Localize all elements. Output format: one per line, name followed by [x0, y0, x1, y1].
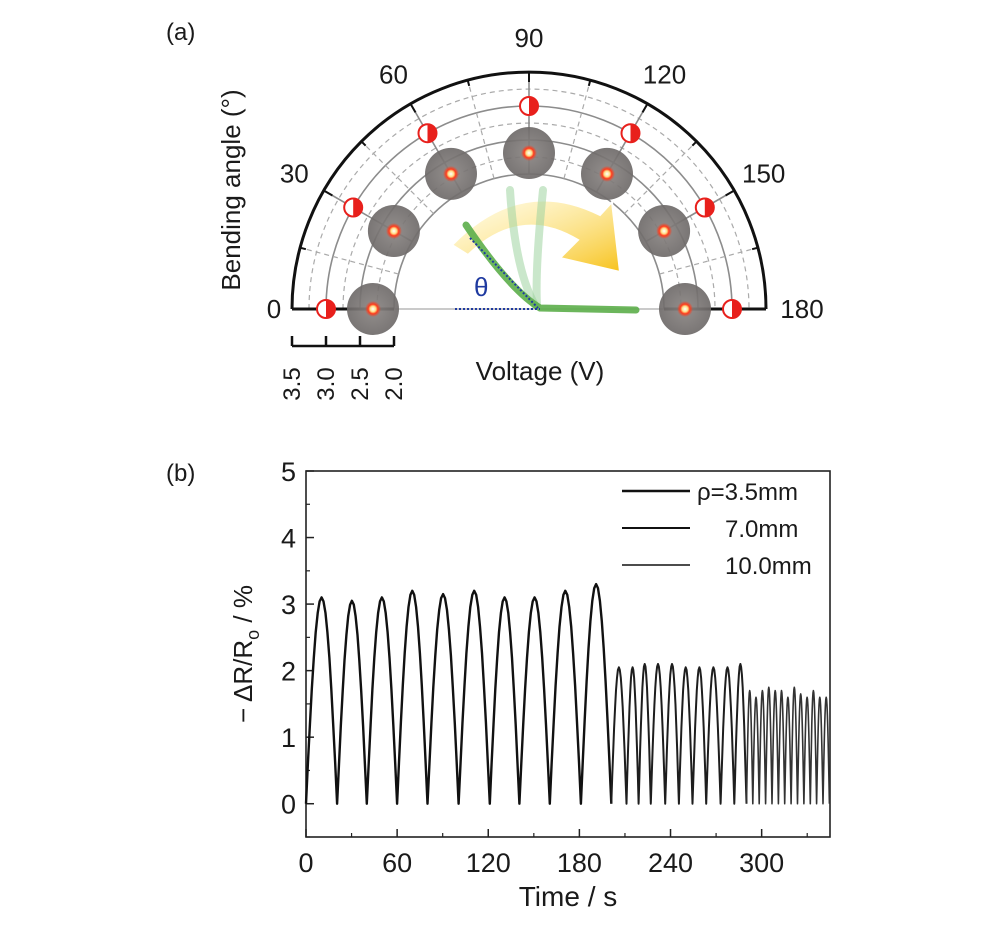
polar-grid: 0 30 60 90 120 150 180 3.5 3.0 2.5 2.0 [267, 23, 824, 401]
angle-tick-label: 120 [643, 59, 686, 89]
theta-label: θ [474, 272, 488, 302]
y-tick-label: 4 [281, 524, 296, 554]
angle-tick [466, 79, 471, 87]
angle-tick-label: 180 [780, 294, 823, 324]
led-glow [677, 301, 693, 317]
grid-spoke-dashed [563, 79, 591, 179]
legend-label: 10.0mm [725, 553, 812, 580]
data-point-marker [620, 123, 641, 144]
data-point-marker [417, 123, 438, 144]
led-glow [599, 165, 615, 182]
x-tick-label: 240 [648, 848, 693, 878]
radial-tick-label: 3.5 [279, 367, 306, 400]
marker-fill [326, 300, 335, 318]
panel-label-a: (a) [166, 19, 195, 46]
angle-tick [725, 189, 735, 197]
y-tick-label: 2 [281, 657, 296, 687]
angle-axis-label: Bending angle (°) [216, 89, 246, 290]
polar-plot: 0 30 60 90 120 150 180 3.5 3.0 2.5 2.0 θ Bending a… [216, 23, 824, 401]
angle-tick [751, 246, 759, 251]
data-point-marker [316, 299, 336, 319]
grid-spoke-dashed [467, 79, 495, 179]
data-point-marker [722, 299, 742, 319]
grid-spoke-dashed [360, 140, 434, 214]
marker-fill [529, 97, 538, 115]
y-axis-label-main: − ΔR/R [228, 640, 258, 723]
angle-tick-label: 60 [379, 59, 408, 89]
led-glow [443, 165, 459, 182]
angle-tick-label: 30 [280, 159, 309, 189]
led-glow [521, 145, 537, 161]
theta-line [469, 237, 539, 309]
line-chart: 0 1 2 3 4 5 0 60 120 180 240 300 ρ=3.5mm 7.0mm 10.0mm… [228, 457, 831, 912]
x-tick-label: 0 [298, 848, 313, 878]
y-tick-label: 3 [281, 590, 296, 620]
strip-faded-1 [506, 186, 539, 309]
radial-axis-label: Voltage (V) [476, 356, 605, 386]
y-tick-label: 5 [281, 457, 296, 487]
marker-fill [704, 198, 714, 217]
legend-label: ρ=3.5mm [697, 479, 798, 506]
led-glow [385, 223, 402, 239]
legend-label: 7.0mm [725, 516, 798, 543]
angle-tick [691, 140, 698, 147]
marker-fill [353, 198, 363, 217]
series-line-35mm [304, 582, 613, 805]
angle-tick [641, 103, 649, 113]
angle-tick-label: 0 [267, 294, 281, 324]
x-tick-label: 300 [739, 848, 784, 878]
data-point-marker [694, 197, 715, 218]
axes: 0 1 2 3 4 5 0 60 120 180 240 300 [281, 457, 808, 878]
bend-arrow [450, 199, 622, 274]
grid-spoke-dashed [659, 247, 759, 275]
series-line-100mm [745, 686, 831, 805]
angle-tick [360, 140, 367, 147]
marker-fill [630, 124, 640, 143]
marker-fill [427, 124, 437, 143]
data-point-marker [343, 197, 364, 218]
marker-fill [732, 300, 741, 318]
y-axis-label-tail: / % [228, 585, 258, 630]
legend: ρ=3.5mm 7.0mm 10.0mm [622, 479, 812, 580]
polar-marks [316, 96, 742, 335]
data-point-marker [519, 96, 539, 116]
bending-illustration: θ [450, 186, 640, 314]
panel-label-b: (b) [166, 460, 195, 487]
y-axis-label: − ΔR/Ro / % [228, 585, 263, 723]
series [304, 582, 831, 805]
x-axis-label: Time / s [519, 881, 618, 912]
series-line-70mm [610, 663, 748, 805]
y-axis-label-sub: o [243, 630, 263, 640]
x-tick-label: 60 [382, 848, 412, 878]
angle-tick-label: 150 [742, 159, 785, 189]
y-tick-label: 0 [281, 790, 296, 820]
y-tick-label: 1 [281, 723, 296, 753]
radial-tick-label: 3.0 [313, 367, 340, 400]
angle-tick [587, 79, 592, 87]
x-tick-label: 120 [466, 848, 511, 878]
grid-spoke-dashed [624, 140, 698, 214]
angle-tick-label: 90 [515, 23, 544, 53]
angle-tick [299, 246, 307, 251]
grid-spoke-dashed [299, 247, 399, 275]
led-glow [656, 223, 673, 239]
angle-tick [409, 103, 417, 113]
radial-tick-label: 2.0 [381, 367, 408, 400]
strip-faded-2 [532, 186, 547, 309]
plot-frame [305, 470, 831, 838]
led-glow [365, 301, 381, 317]
angle-tick [323, 189, 333, 197]
radial-tick-label: 2.5 [347, 367, 374, 400]
x-tick-label: 180 [557, 848, 602, 878]
